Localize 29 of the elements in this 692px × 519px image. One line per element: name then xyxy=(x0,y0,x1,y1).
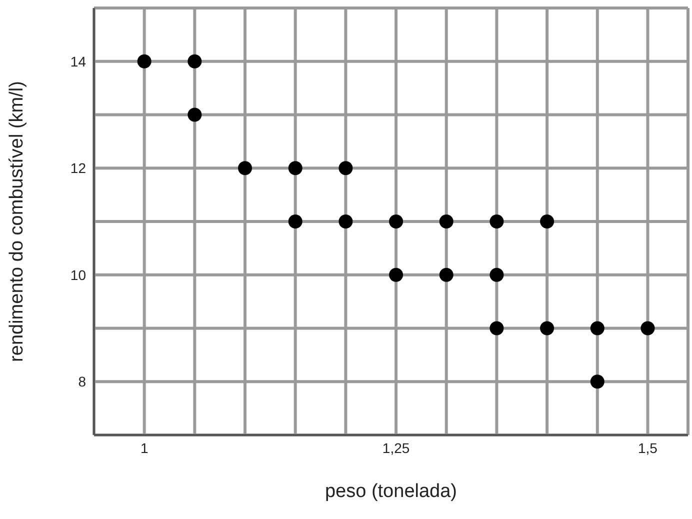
y-tick-label: 8 xyxy=(78,374,86,390)
point xyxy=(238,161,252,176)
point xyxy=(288,214,302,228)
y-tick-label: 12 xyxy=(70,160,86,176)
point xyxy=(490,321,504,336)
point xyxy=(188,54,202,68)
point xyxy=(338,214,353,228)
point xyxy=(188,108,202,122)
x-tick-label: 1,25 xyxy=(382,440,410,456)
point xyxy=(338,161,353,176)
point xyxy=(540,214,554,228)
point xyxy=(288,161,302,176)
point xyxy=(590,374,604,389)
x-axis-title: peso (tonelada) xyxy=(324,481,458,502)
point xyxy=(490,268,504,282)
point xyxy=(439,214,454,228)
point xyxy=(640,321,655,336)
point xyxy=(137,54,152,68)
x-tick-label: 1,5 xyxy=(638,440,658,456)
point xyxy=(540,321,554,336)
point xyxy=(590,321,604,336)
y-tick-label: 10 xyxy=(70,266,86,283)
x-tick-label: 1 xyxy=(140,440,148,456)
point xyxy=(490,214,504,228)
y-axis-title: rendimento do combustível (km/l) xyxy=(6,81,28,362)
point xyxy=(389,214,404,228)
point xyxy=(439,268,454,282)
y-tick-label: 14 xyxy=(70,53,86,70)
point xyxy=(389,268,404,282)
